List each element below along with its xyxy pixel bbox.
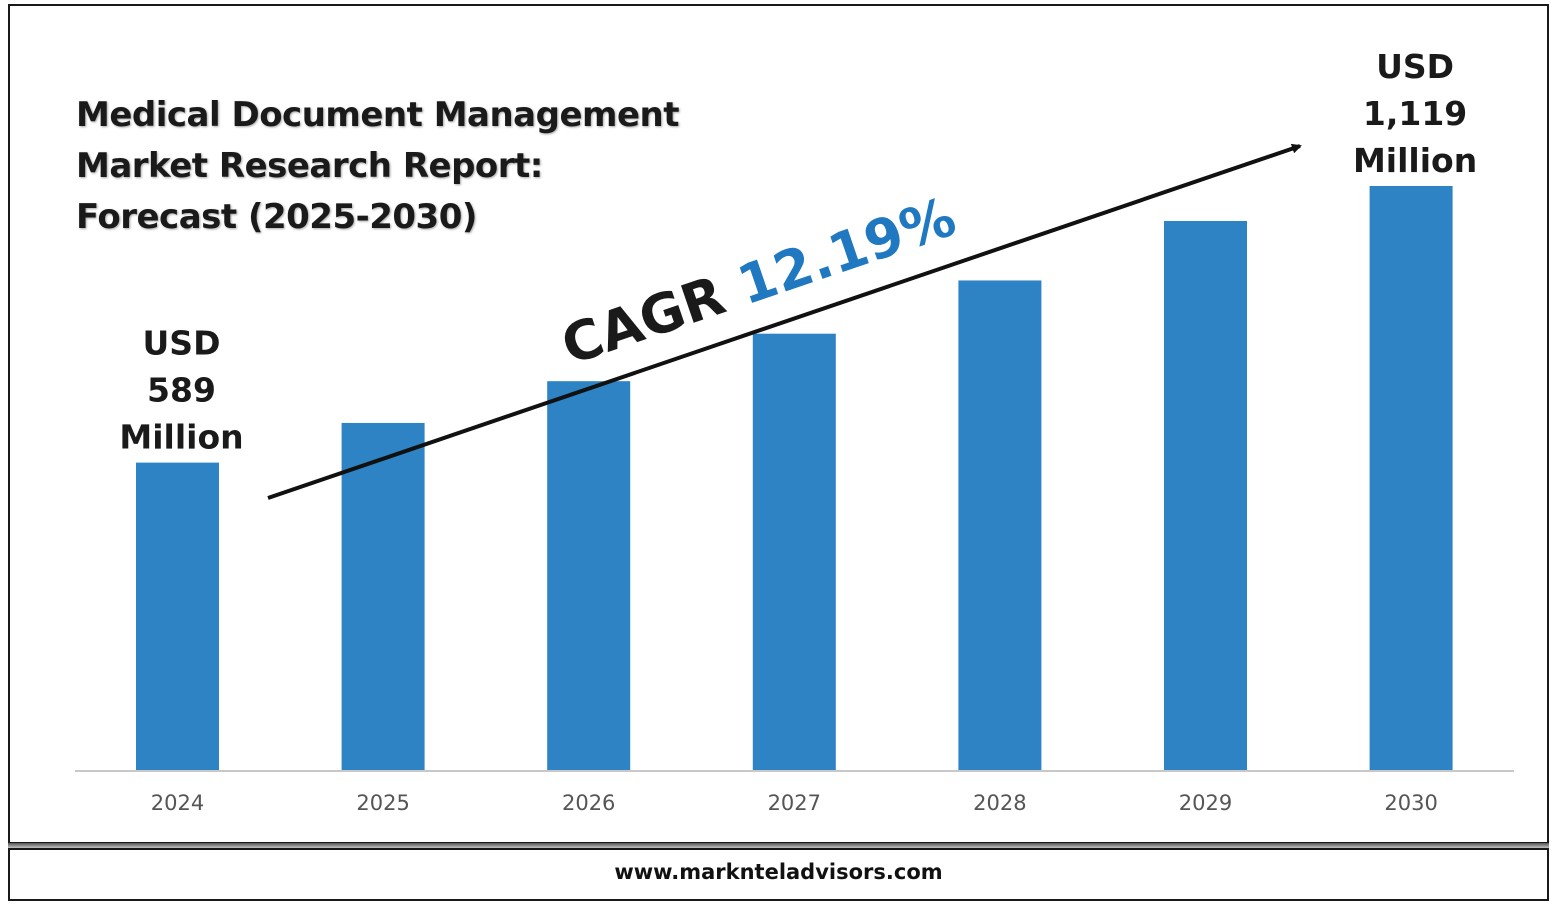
data-label-2030-line-3: Million [1353,141,1477,180]
bar-2026 [547,381,631,770]
footer-frame [8,848,1549,901]
x-tick-label-2025: 2025 [356,791,409,815]
chart-title-line-1: Medical Document Management [76,95,679,135]
bar-chart: 2024 2025 2026 2027 2028 2029 2030 USD 589 Millio… [75,47,1514,815]
data-label-2030-line-1: USD [1376,47,1454,86]
x-tick-label-2024: 2024 [151,791,204,815]
bar-2025 [341,422,425,770]
cagr-value: 12.19% [730,185,963,317]
bar-2028 [958,280,1042,770]
bar-2024 [136,462,219,770]
bar-2029 [1164,220,1247,771]
bar-2030 [1369,186,1453,770]
data-label-2024-line-2: 589 [147,371,216,410]
x-tick-label-2027: 2027 [768,791,821,815]
chart-title: Medical Document Management Market Resea… [76,90,716,243]
x-tick-label-2026: 2026 [562,791,615,815]
footer-url: www.marknteladvisors.com [614,860,943,884]
chart-title-line-3: Forecast (2025-2030) [76,197,477,237]
growth-arrow [267,143,1302,500]
x-tick-label-2029: 2029 [1179,791,1232,815]
data-label-2024-line-3: Million [119,418,243,457]
data-label-2030-line-2: 1,119 [1363,94,1467,133]
data-label-2024-line-1: USD [143,324,221,363]
cagr-prefix: CAGR [554,258,751,378]
bar-2027 [752,333,836,770]
x-tick-label-2030: 2030 [1384,791,1437,815]
footer-divider [8,843,1549,849]
chart-title-line-2: Market Research Report: [76,146,543,186]
x-tick-label-2028: 2028 [973,791,1026,815]
